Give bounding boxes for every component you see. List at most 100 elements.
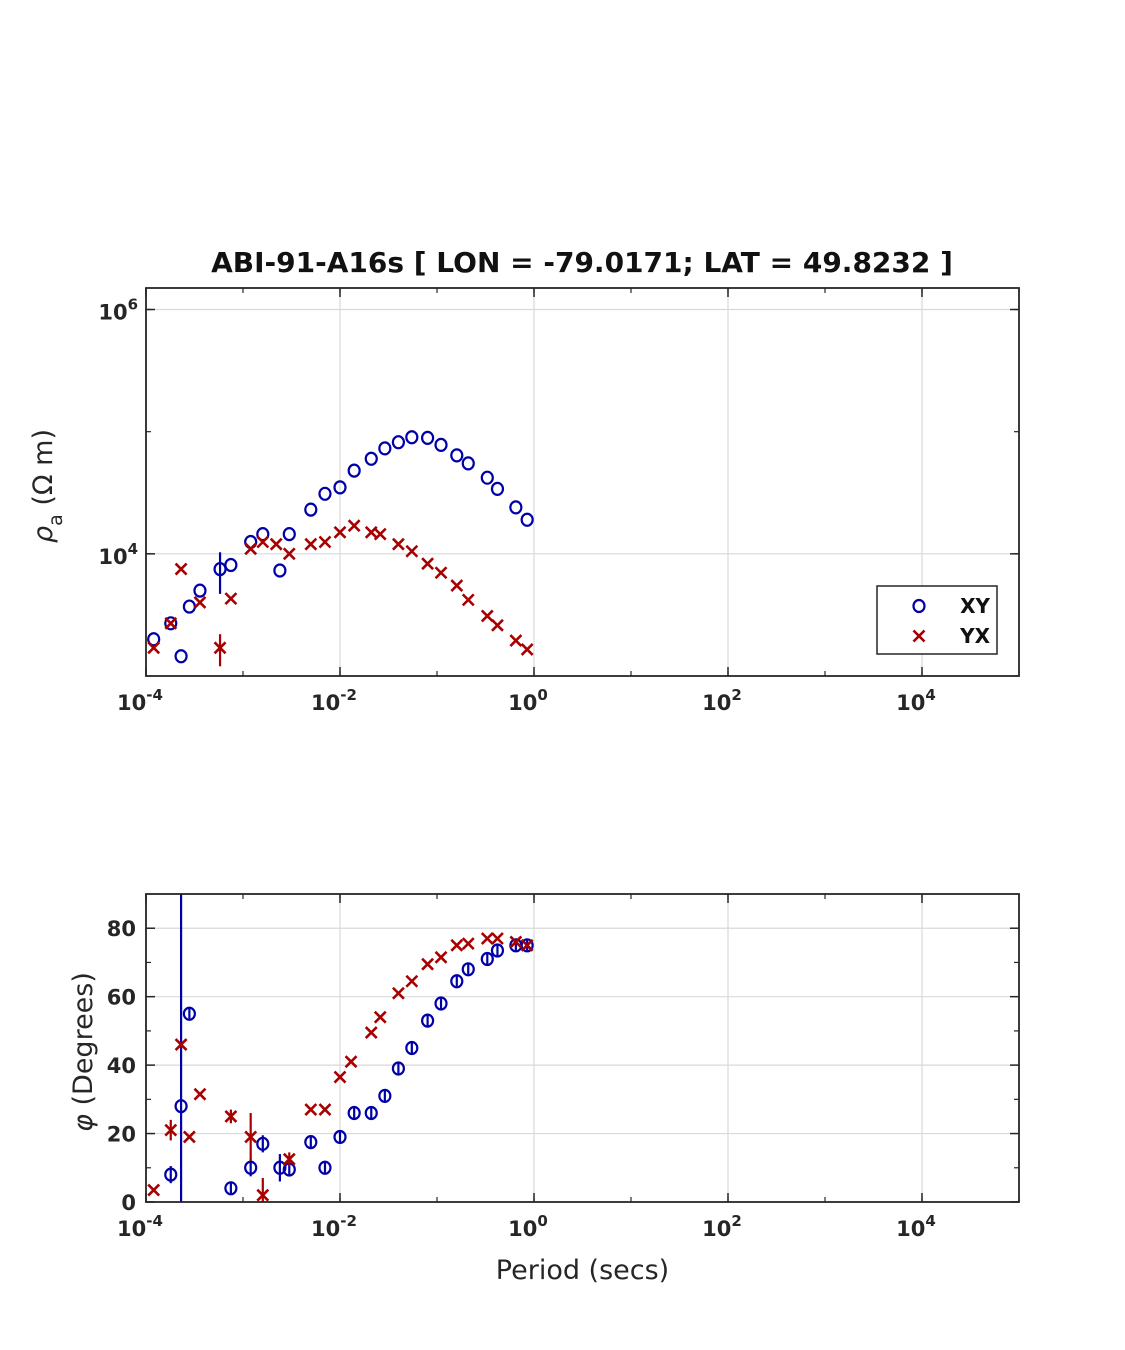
xy-data-point bbox=[193, 583, 207, 598]
x-tick-label: 104 bbox=[896, 686, 936, 715]
xy-data-point bbox=[420, 430, 435, 445]
xy-data-point bbox=[434, 437, 448, 452]
y-tick-label: 106 bbox=[98, 296, 138, 325]
plot-area bbox=[146, 894, 1019, 1202]
yx-data-point bbox=[434, 950, 448, 964]
x-tick-label: 10-4 bbox=[117, 686, 163, 715]
xy-data-point bbox=[450, 448, 464, 463]
xy-data-point bbox=[391, 1061, 405, 1076]
xy-data-point bbox=[224, 1181, 238, 1196]
xy-data-point bbox=[174, 649, 188, 664]
axes-box bbox=[145, 893, 1020, 1203]
yx-data-point bbox=[912, 629, 926, 643]
xy-data-point bbox=[405, 430, 419, 445]
y-tick-label: 80 bbox=[107, 917, 136, 941]
yx-data-point bbox=[421, 957, 435, 971]
xy-series bbox=[147, 430, 534, 664]
y-tick-label: 20 bbox=[107, 1123, 136, 1147]
xy-data-point bbox=[333, 1129, 347, 1145]
yx-series bbox=[147, 932, 534, 1202]
yx-data-point bbox=[224, 592, 238, 606]
yx-data-point bbox=[193, 596, 207, 609]
yx-data-point bbox=[520, 643, 534, 656]
xy-data-point bbox=[450, 974, 464, 989]
x-axis-label: Period (secs) bbox=[496, 1255, 669, 1286]
xy-data-point bbox=[912, 598, 926, 614]
xy-data-point bbox=[490, 481, 505, 497]
xy-data-point bbox=[347, 463, 361, 478]
yx-data-point bbox=[269, 537, 283, 551]
yx-data-point bbox=[491, 618, 504, 632]
xy-data-point bbox=[256, 1136, 270, 1151]
x-tick-label: 100 bbox=[508, 686, 548, 715]
xy-data-point bbox=[304, 502, 318, 517]
yx-data-point bbox=[347, 519, 361, 533]
y-tick-label: 104 bbox=[98, 540, 138, 569]
yx-data-point bbox=[147, 641, 161, 655]
yx-data-point bbox=[282, 1152, 296, 1166]
xy-data-point bbox=[480, 470, 494, 485]
xy-data-point bbox=[318, 486, 332, 501]
xy-data-point bbox=[273, 563, 287, 578]
data-layer bbox=[147, 894, 534, 1202]
xy-data-point bbox=[378, 441, 392, 456]
yx-data-point bbox=[450, 938, 464, 952]
xy-data-point bbox=[318, 1160, 332, 1175]
yx-data-point bbox=[282, 547, 296, 561]
xy-data-point bbox=[244, 1160, 258, 1175]
yx-data-point bbox=[373, 1010, 387, 1024]
xy-data-point bbox=[282, 527, 296, 542]
xy-data-point bbox=[405, 1040, 419, 1056]
x-tick-label: 100 bbox=[508, 1212, 548, 1241]
yx-data-point bbox=[344, 1055, 358, 1069]
yx-data-point bbox=[224, 1110, 238, 1123]
yx-data-point bbox=[480, 932, 494, 945]
yx-data-point bbox=[304, 1103, 318, 1117]
yx-data-point bbox=[256, 1188, 270, 1202]
plot-area bbox=[146, 288, 1019, 676]
legend-label-yx: YX bbox=[959, 624, 990, 648]
yx-data-point bbox=[174, 562, 188, 576]
y-tick-label: 0 bbox=[121, 1191, 136, 1215]
legend-box bbox=[876, 585, 998, 655]
yx-data-point bbox=[461, 593, 475, 607]
yx-data-point bbox=[333, 525, 347, 539]
x-tick-label: 10-2 bbox=[311, 1212, 357, 1241]
axes-box bbox=[145, 287, 1020, 677]
xy-data-point bbox=[174, 1099, 188, 1114]
data-layer bbox=[147, 430, 534, 667]
x-tick-label: 102 bbox=[702, 686, 742, 715]
xy-data-point bbox=[420, 1013, 435, 1028]
xy-data-point bbox=[480, 951, 494, 967]
xy-data-point bbox=[509, 500, 523, 515]
yx-data-point bbox=[405, 974, 419, 988]
yx-data-point bbox=[193, 1087, 207, 1101]
xy-data-point bbox=[304, 1135, 318, 1150]
yx-data-point bbox=[391, 537, 405, 551]
yx-data-point bbox=[304, 537, 318, 551]
yx-data-point bbox=[318, 1103, 332, 1117]
yx-data-point bbox=[509, 935, 523, 949]
yx-data-point bbox=[434, 566, 448, 580]
yx-data-point bbox=[421, 557, 435, 571]
xy-data-point bbox=[224, 557, 238, 573]
yx-data-point bbox=[174, 1038, 188, 1051]
xy-data-point bbox=[273, 1160, 287, 1175]
yx-data-point bbox=[509, 634, 523, 647]
y-tick-label: 40 bbox=[107, 1054, 136, 1078]
xy-data-point bbox=[378, 1088, 392, 1104]
yx-data-point bbox=[520, 938, 534, 952]
xy-data-point bbox=[520, 512, 534, 527]
chart-title: ABI-91-A16s [ LON = -79.0171; LAT = 49.8… bbox=[211, 246, 953, 279]
xy-data-point bbox=[333, 480, 347, 495]
yx-data-point bbox=[244, 1130, 258, 1144]
xy-data-point bbox=[520, 938, 534, 953]
legend-label-xy: XY bbox=[960, 594, 990, 618]
xy-data-point bbox=[364, 451, 378, 466]
yx-data-point bbox=[213, 641, 227, 655]
xy-data-point bbox=[434, 996, 448, 1011]
yx-data-point bbox=[256, 535, 270, 549]
xy-data-point bbox=[364, 1105, 378, 1121]
yx-data-point bbox=[491, 932, 504, 945]
